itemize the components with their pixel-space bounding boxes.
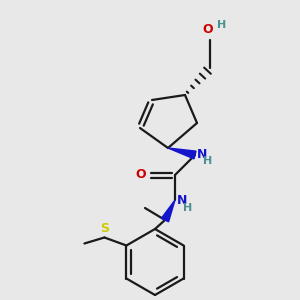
- Text: N: N: [177, 194, 188, 208]
- Text: S: S: [100, 223, 109, 236]
- Text: O: O: [136, 169, 146, 182]
- Text: H: H: [218, 20, 226, 30]
- Polygon shape: [168, 148, 196, 159]
- Text: N: N: [197, 148, 207, 160]
- Text: H: H: [203, 156, 213, 166]
- Text: O: O: [203, 23, 213, 36]
- Polygon shape: [161, 200, 175, 222]
- Text: H: H: [183, 203, 193, 213]
